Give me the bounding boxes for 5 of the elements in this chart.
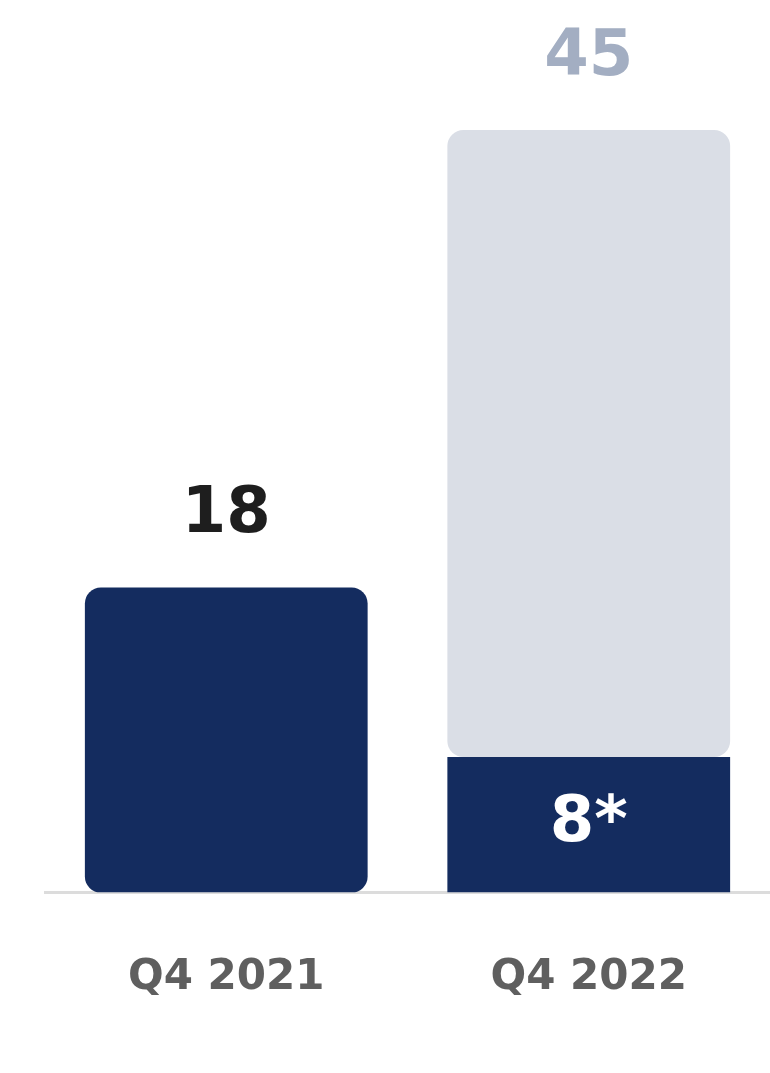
x-tick-label: Q4 2022 xyxy=(490,949,687,999)
data-label: 18 xyxy=(181,473,271,548)
data-label: 8* xyxy=(549,782,628,857)
total-label: 45 xyxy=(544,15,634,90)
x-tick-label: Q4 2021 xyxy=(128,949,325,999)
